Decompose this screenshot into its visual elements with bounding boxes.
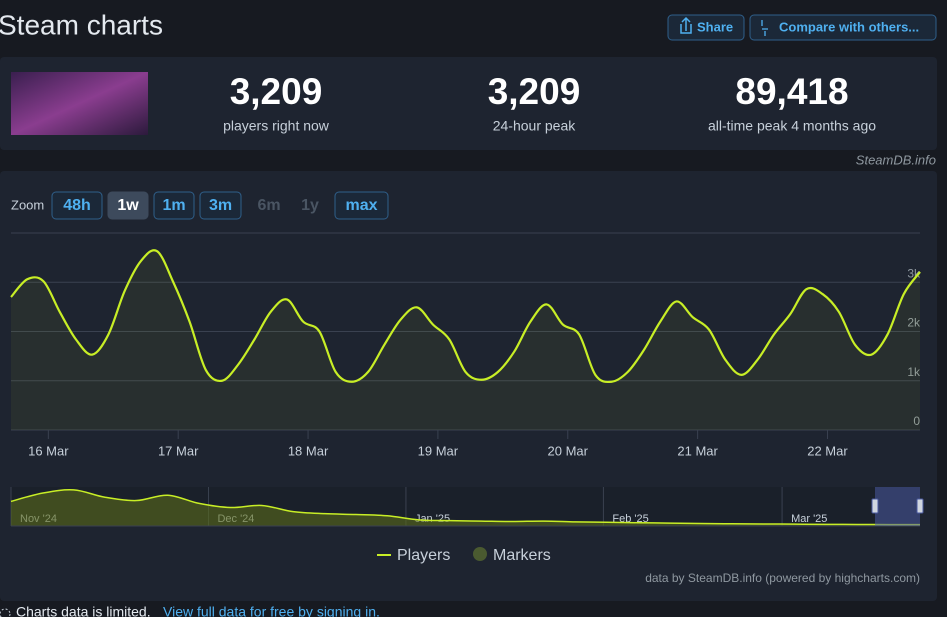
zoom-option[interactable]: 3m bbox=[209, 197, 232, 214]
x-tick-label: 21 Mar bbox=[677, 443, 718, 458]
series-area bbox=[11, 250, 920, 430]
x-tick-label: 22 Mar bbox=[807, 443, 848, 458]
zoom-option[interactable]: 1m bbox=[162, 197, 185, 214]
zoom-button[interactable] bbox=[334, 191, 389, 220]
legend-label[interactable]: Players bbox=[397, 547, 450, 564]
zoom-option[interactable]: max bbox=[345, 197, 377, 214]
stat-value: 89,418 bbox=[735, 71, 848, 112]
watermark: SteamDB.info bbox=[856, 152, 936, 167]
stat-label: 24-hour peak bbox=[493, 118, 577, 134]
share-label[interactable]: Share bbox=[697, 19, 733, 34]
navigator-area bbox=[11, 489, 920, 526]
notice-text: Charts data is limited. bbox=[16, 604, 151, 617]
page-title: Steam charts bbox=[0, 9, 163, 40]
navigator-label: Mar '25 bbox=[791, 513, 827, 525]
zoom-button[interactable] bbox=[107, 191, 149, 220]
y-tick-label: 0 bbox=[913, 414, 920, 428]
zoom-buttons: 48h 1w 1m 3m 6m 1y max bbox=[51, 191, 389, 220]
navigator-selection[interactable] bbox=[875, 487, 920, 526]
series-line bbox=[10, 249, 921, 384]
compare-icon bbox=[761, 20, 768, 36]
compare-button[interactable] bbox=[749, 14, 937, 41]
legend-marker bbox=[473, 547, 487, 561]
notice-link[interactable]: View full data for free by signing in. bbox=[163, 604, 380, 617]
notice-icon bbox=[0, 608, 11, 617]
stat-label: players right now bbox=[223, 118, 330, 134]
zoom-option[interactable]: 1w bbox=[117, 197, 139, 214]
x-tick-label: 19 Mar bbox=[418, 443, 459, 458]
stat-value: 3,209 bbox=[230, 71, 323, 112]
navigator-handle[interactable] bbox=[916, 498, 924, 514]
zoom-button[interactable] bbox=[199, 191, 242, 220]
navigator-line bbox=[10, 488, 921, 526]
zoom-button[interactable] bbox=[153, 191, 195, 220]
zoom-button[interactable] bbox=[51, 191, 103, 220]
compare-label[interactable]: Compare with others... bbox=[779, 19, 919, 34]
zoom-label: Zoom bbox=[11, 197, 44, 212]
zoom-option: 6m bbox=[257, 197, 280, 214]
x-tick-label: 17 Mar bbox=[158, 443, 199, 458]
game-artwork bbox=[11, 72, 148, 135]
share-icon bbox=[680, 16, 692, 34]
x-tick-label: 20 Mar bbox=[548, 443, 589, 458]
y-tick-label: 2k bbox=[907, 316, 921, 330]
legend: Players Markers bbox=[377, 547, 551, 564]
main-chart: 0 1k 2k 3k 16 Mar 17 Mar 18 Mar 19 Mar 20 Mar 21 … bbox=[10, 232, 921, 585]
x-tick-label: 18 Mar bbox=[288, 443, 329, 458]
stat-value: 3,209 bbox=[488, 71, 581, 112]
stats: 3,209 players right now 3,209 24-hour peak 8… bbox=[223, 71, 876, 134]
x-tick-label: 16 Mar bbox=[28, 443, 69, 458]
credits: data by SteamDB.info (powered by highcha… bbox=[645, 571, 920, 585]
y-tick-label: 1k bbox=[907, 365, 921, 379]
stat-label: all-time peak 4 months ago bbox=[708, 118, 876, 134]
y-tick-label: 3k bbox=[907, 266, 921, 280]
zoom-option: 1y bbox=[301, 197, 319, 214]
navigator-handle[interactable] bbox=[871, 498, 879, 514]
zoom-option[interactable]: 48h bbox=[63, 197, 91, 214]
stats-panel bbox=[0, 57, 937, 150]
legend-label[interactable]: Markers bbox=[493, 547, 551, 564]
